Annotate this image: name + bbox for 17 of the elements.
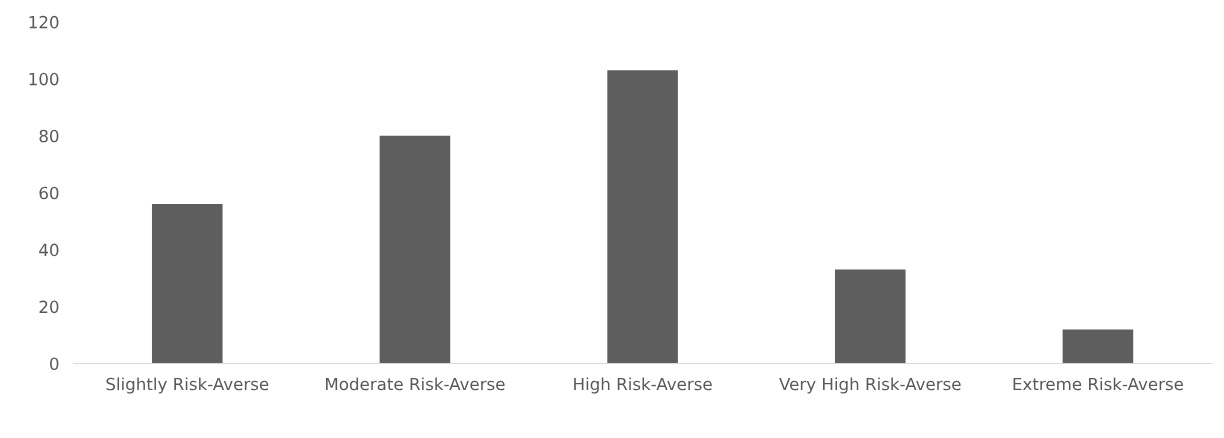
y-tick-label: 60 xyxy=(39,186,59,200)
x-tick-label: Very High Risk-Averse xyxy=(779,377,961,394)
y-tick-label: 120 xyxy=(29,15,59,29)
x-tick-label: Slightly Risk-Averse xyxy=(106,377,269,394)
bar xyxy=(834,269,906,364)
bar xyxy=(151,204,223,364)
y-tick-label: 20 xyxy=(39,300,59,314)
bar xyxy=(607,70,678,364)
y-tick-label: 80 xyxy=(39,129,59,143)
x-tick-label: High Risk-Averse xyxy=(574,377,712,394)
bar xyxy=(379,135,451,364)
y-tick-label: 40 xyxy=(39,243,59,257)
y-tick-label: 100 xyxy=(29,72,59,86)
y-tick-label: 0 xyxy=(50,357,59,371)
x-tick-label: Moderate Risk-Averse xyxy=(326,377,505,391)
bar xyxy=(1062,329,1134,364)
x-tick-label: Extreme Risk-Averse xyxy=(1013,377,1184,391)
